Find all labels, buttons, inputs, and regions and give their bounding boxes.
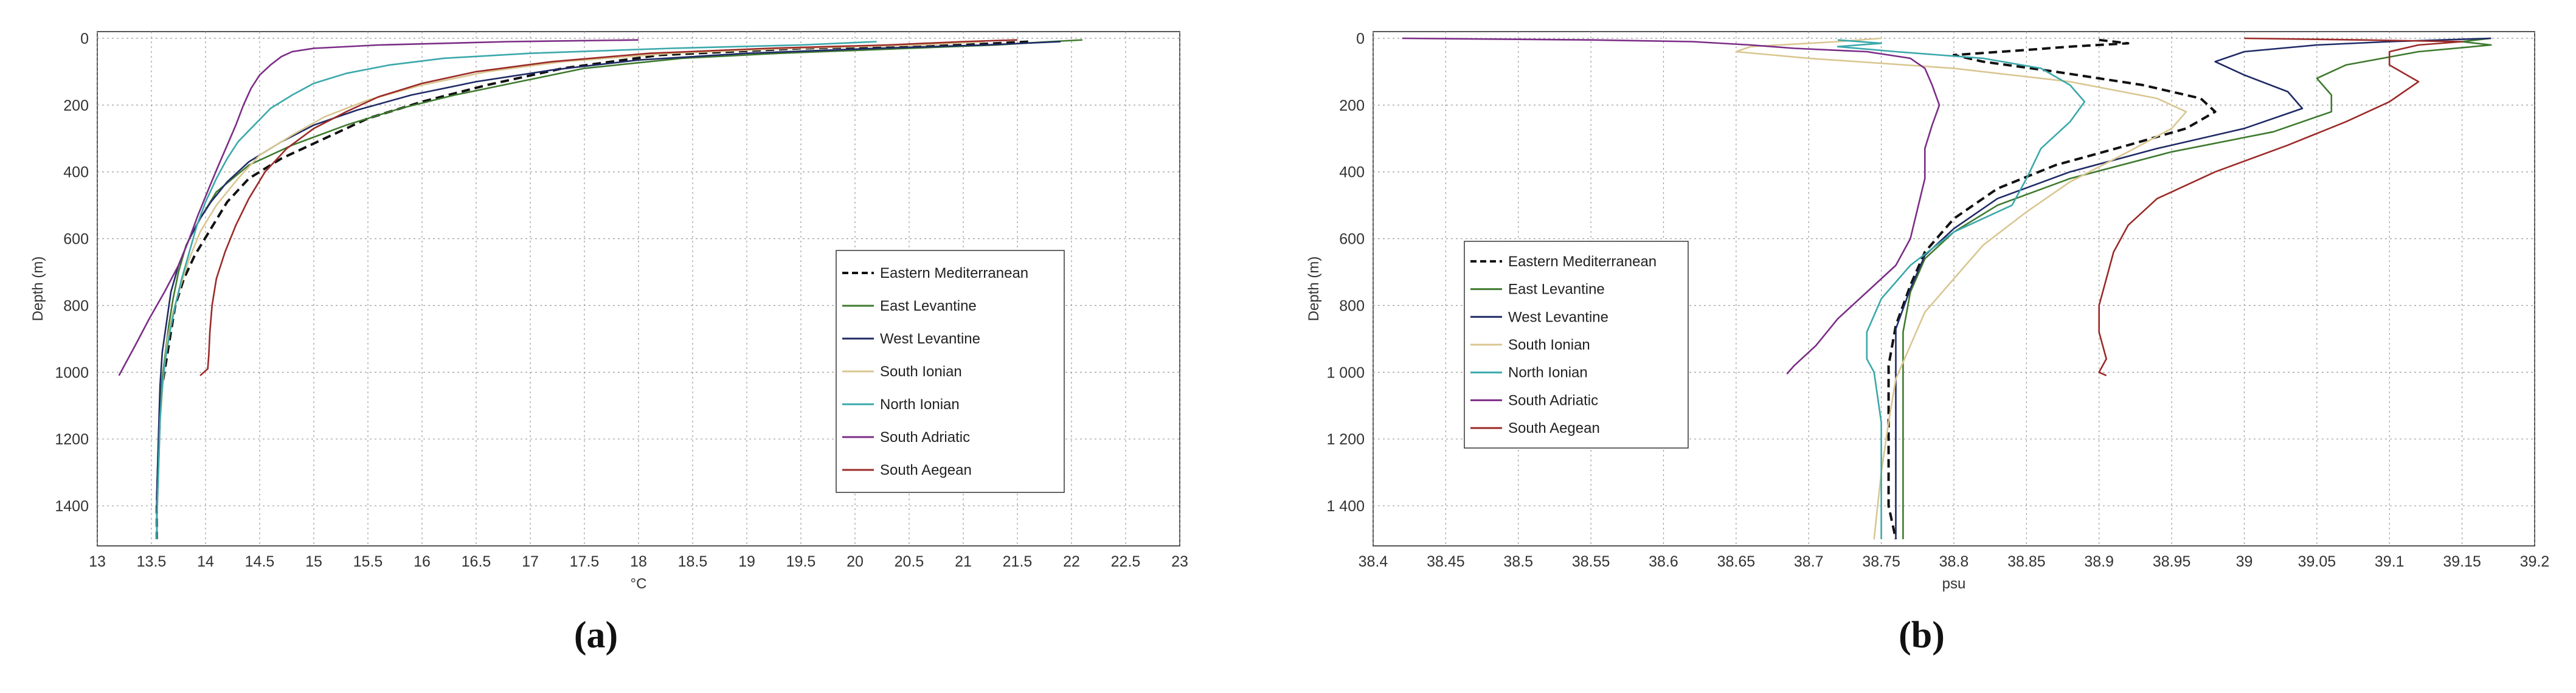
x-tick-label: 16 <box>414 553 431 570</box>
legend-label: South Ionian <box>880 364 962 380</box>
x-tick-label: 17.5 <box>570 553 600 570</box>
y-tick-label: 400 <box>63 164 89 181</box>
x-tick-label: 17 <box>522 553 539 570</box>
legend-label: Eastern Mediterranean <box>1508 253 1657 270</box>
series-line-south-adriatic <box>1402 37 1941 374</box>
caption-a: (a) <box>573 615 618 656</box>
x-tick-label: 21.5 <box>1003 553 1033 570</box>
x-tick-label: 39.05 <box>2298 553 2336 570</box>
x-tick-label: 38.75 <box>1862 553 1900 570</box>
x-tick-label: 38.8 <box>1939 553 1969 570</box>
legend-label: South Adriatic <box>880 429 970 446</box>
y-tick-label: 200 <box>63 97 89 114</box>
x-tick-label: 16.5 <box>462 553 491 570</box>
legend-label: South Adriatic <box>1508 392 1598 409</box>
x-tick-label: 19.5 <box>786 553 816 570</box>
series-line-east-levantine <box>156 39 1082 539</box>
x-tick-label: 38.45 <box>1427 553 1465 570</box>
y-tick-label: 1 000 <box>1326 364 1365 381</box>
x-tick-label: 20.5 <box>895 553 924 570</box>
caption-b: (b) <box>1899 615 1945 656</box>
x-tick-label: 19 <box>738 553 755 570</box>
legend-label: West Levantine <box>880 331 980 347</box>
x-tick-label: 18 <box>630 553 647 570</box>
legend: Eastern Mediterranean East Levantine West … <box>836 250 1065 493</box>
y-tick-label: 600 <box>1339 231 1365 248</box>
y-tick-label: 400 <box>1339 164 1365 181</box>
x-tick-label: 15 <box>305 553 322 570</box>
series-line-eastern-mediterranean <box>1887 38 2217 540</box>
legend-label: East Levantine <box>880 298 977 314</box>
y-tick-label: 1200 <box>55 431 89 448</box>
x-tick-label: 23 <box>1171 553 1188 570</box>
x-tick-label: 13.5 <box>137 553 167 570</box>
y-tick-label: 1 200 <box>1326 431 1365 448</box>
x-tick-label: 38.9 <box>2084 553 2114 570</box>
x-tick-label: 15.5 <box>353 553 383 570</box>
x-tick-label: 39.1 <box>2375 553 2405 570</box>
legend: Eastern Mediterranean East Levantine West … <box>1464 241 1689 449</box>
x-tick-label: 22.5 <box>1111 553 1141 570</box>
y-axis-title: Depth (m) <box>1307 257 1322 322</box>
x-tick-label: 13 <box>89 553 106 570</box>
y-tick-label: 800 <box>1339 297 1365 314</box>
series-line-south-aegean <box>199 39 1018 376</box>
x-tick-label: 38.95 <box>2153 553 2191 570</box>
series-line-south-aegean <box>2098 37 2463 376</box>
chart-panel-b: 38.4 38.45 38.5 38.55 38.6 38.65 38.7 38.75 38.8… <box>1307 0 2576 693</box>
legend-label: Eastern Mediterranean <box>880 265 1028 281</box>
legend-label: West Levantine <box>1508 309 1608 325</box>
series-line-south-adriatic <box>118 39 639 376</box>
y-axis-title: Depth (m) <box>30 257 46 322</box>
chart-a-svg: 13 13.5 14 14.5 15 15.5 16 16.5 17 17.5 18 18.5 19 19… <box>30 30 1188 592</box>
series-line-north-ionian <box>1837 39 2086 539</box>
y-tick-label: 1 400 <box>1326 498 1365 515</box>
x-axis-title: psu <box>1942 576 1966 592</box>
x-tick-label: 39 <box>2236 553 2253 570</box>
x-tick-label: 38.4 <box>1359 553 1388 570</box>
x-tick-label: 39.2 <box>2520 553 2550 570</box>
x-tick-label: 21 <box>955 553 972 570</box>
legend-label: South Ionian <box>1508 337 1590 353</box>
series-line-south-ionian <box>1735 37 2187 540</box>
x-tick-label: 38.65 <box>1717 553 1756 570</box>
x-tick-label: 38.85 <box>2007 553 2046 570</box>
legend-label: South Aegean <box>880 462 972 478</box>
series-line-east-levantine <box>1902 37 2492 539</box>
x-tick-label: 14.5 <box>245 553 275 570</box>
y-tick-label: 1400 <box>55 498 89 515</box>
x-tick-label: 39.15 <box>2443 553 2481 570</box>
x-tick-label: 18.5 <box>678 553 708 570</box>
x-tick-label: 38.5 <box>1503 553 1533 570</box>
x-tick-label: 22 <box>1063 553 1080 570</box>
series-line-north-ionian <box>156 41 877 539</box>
legend-box <box>836 250 1065 493</box>
legend-label: North Ionian <box>1508 365 1588 381</box>
x-tick-label: 38.55 <box>1572 553 1610 570</box>
x-tick-label: 14 <box>197 553 214 570</box>
legend-label: North Ionian <box>880 396 960 413</box>
x-tick-label: 20 <box>847 553 864 570</box>
y-tick-label: 0 <box>1356 30 1365 47</box>
y-tick-label: 1000 <box>55 364 89 381</box>
legend-label: South Aegean <box>1508 420 1600 436</box>
y-tick-label: 800 <box>63 297 89 314</box>
chart-b-svg: 38.4 38.45 38.5 38.55 38.6 38.65 38.7 38.75 38.8… <box>1307 30 2550 592</box>
y-tick-label: 0 <box>80 30 89 47</box>
chart-panel-a: 13 13.5 14 14.5 15 15.5 16 16.5 17 17.5 18 18.5 19 19… <box>0 0 1241 693</box>
y-tick-label: 600 <box>63 231 89 248</box>
x-axis-title: °C <box>631 576 647 592</box>
x-tick-label: 38.7 <box>1794 553 1824 570</box>
series-line-west-levantine <box>156 41 1061 539</box>
x-tick-label: 38.6 <box>1649 553 1678 570</box>
y-tick-label: 200 <box>1339 97 1365 114</box>
legend-label: East Levantine <box>1508 281 1605 298</box>
